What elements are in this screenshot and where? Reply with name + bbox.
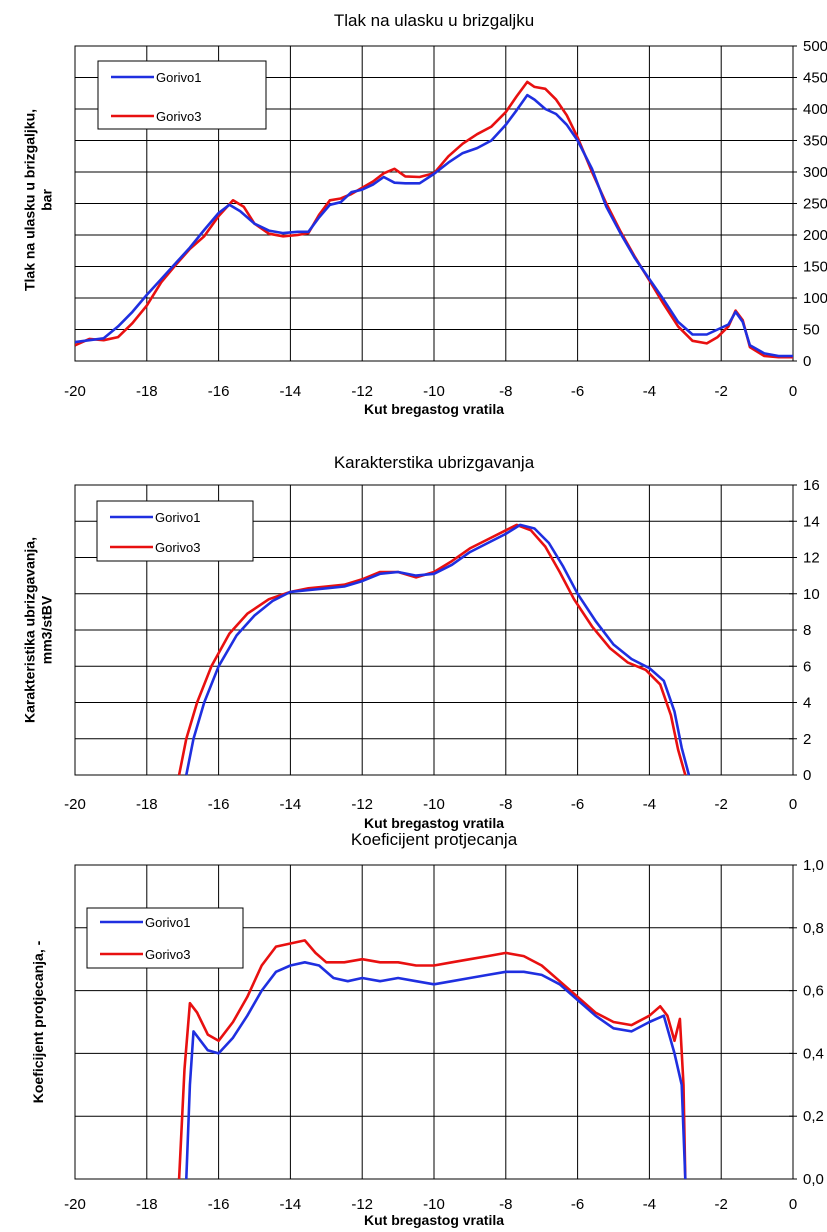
- x-tick-label: -14: [280, 796, 302, 813]
- plot-frame: [74, 864, 794, 1180]
- x-tick-label: 0: [789, 1196, 797, 1213]
- x-tick-label: -2: [715, 383, 728, 400]
- x-tick-label: -16: [208, 383, 230, 400]
- legend-label: Gorivo3: [145, 947, 191, 962]
- x-tick-label: -10: [423, 1196, 445, 1213]
- y-tick-label: 12: [803, 550, 820, 567]
- x-tick-label: -4: [643, 383, 656, 400]
- x-tick-label: -14: [280, 383, 302, 400]
- x-tick-label: -10: [423, 383, 445, 400]
- legend: Gorivo1 Gorivo3: [97, 60, 267, 130]
- y-tick-label: 0,8: [803, 920, 824, 937]
- x-tick-label: -12: [351, 796, 373, 813]
- series-line-gorivo1: [75, 93, 793, 358]
- legend: Gorivo1 Gorivo3: [86, 907, 244, 969]
- x-axis-label: Kut bregastog vratila: [364, 815, 504, 831]
- x-tick-label: -18: [136, 383, 158, 400]
- legend-box: [96, 500, 254, 562]
- y-axis-label-line: Tlak na ulasku u brizgaljku,: [22, 109, 38, 291]
- series-line-gorivo3: [75, 80, 793, 359]
- legend-box: [97, 60, 267, 130]
- y-tick-label: 0: [803, 767, 811, 784]
- x-tick-label: -12: [351, 1196, 373, 1213]
- x-tick-label: 0: [789, 796, 797, 813]
- y-axis-label-line: Karakteristika ubrizgavanja,: [22, 537, 38, 723]
- x-tick-label: -20: [64, 796, 86, 813]
- x-tick-label: -4: [643, 1196, 656, 1213]
- y-tick-label: 150: [803, 259, 827, 276]
- x-tick-label: -4: [643, 796, 656, 813]
- y-tick-label: 1,0: [803, 857, 824, 874]
- x-tick-label: -18: [136, 796, 158, 813]
- y-tick-label: 0,0: [803, 1171, 824, 1188]
- x-tick-label: -20: [64, 383, 86, 400]
- x-tick-label: -10: [423, 796, 445, 813]
- y-tick-label: 10: [803, 586, 820, 603]
- chart-1: Tlak na ulasku u brizgaljku-20 -18 -16 -14-…: [22, 11, 827, 417]
- x-tick-label: -12: [351, 383, 373, 400]
- legend-label: Gorivo1: [145, 915, 191, 930]
- x-tick-label: -16: [208, 796, 230, 813]
- y-tick-label: 350: [803, 133, 827, 150]
- legend-label: Gorivo3: [156, 109, 202, 124]
- x-tick-label: -8: [499, 383, 512, 400]
- x-tick-label: -2: [715, 796, 728, 813]
- y-tick-label: 50: [803, 322, 820, 339]
- series-line-gorivo3: [177, 523, 687, 776]
- y-axis-label-line: Koeficijent protjecanja, -: [30, 940, 46, 1103]
- y-tick-label: 8: [803, 622, 811, 639]
- y-axis-label-line: bar: [39, 189, 55, 211]
- x-tick-label: -18: [136, 1196, 158, 1213]
- chart-2: Karakterstika ubrizgavanja-20 -18 -16 -14 -1…: [22, 453, 820, 831]
- chart-3: Koeficijent protjecanja-20 -18 -16 -14 -12 -1…: [30, 830, 824, 1228]
- y-tick-label: 500: [803, 38, 827, 55]
- series-line-gorivo1: [185, 523, 691, 776]
- chart-title: Koeficijent protjecanja: [351, 830, 518, 849]
- x-tick-label: -6: [571, 1196, 584, 1213]
- y-tick-label: 0,6: [803, 983, 824, 1000]
- y-tick-label: 300: [803, 164, 827, 181]
- legend: Gorivo1 Gorivo3: [96, 500, 254, 562]
- y-tick-label: 0,4: [803, 1045, 824, 1062]
- x-tick-label: -8: [499, 1196, 512, 1213]
- y-axis-label: Koeficijent protjecanja, -: [30, 940, 46, 1103]
- y-axis-label: Karakteristika ubrizgavanja,mm3/stBV: [22, 537, 55, 723]
- y-tick-label: 2: [803, 731, 811, 748]
- y-tick-label: 0: [803, 353, 811, 370]
- legend-label: Gorivo1: [155, 510, 201, 525]
- y-tick-label: 250: [803, 196, 827, 213]
- x-axis-label: Kut bregastog vratila: [364, 401, 504, 417]
- y-tick-label: 6: [803, 658, 811, 675]
- x-tick-label: -14: [280, 1196, 302, 1213]
- y-axis-label: Tlak na ulasku u brizgaljku,bar: [22, 109, 55, 291]
- y-axis-label-line: mm3/stBV: [39, 595, 55, 664]
- x-tick-label: -2: [715, 1196, 728, 1213]
- chart-title: Tlak na ulasku u brizgaljku: [334, 11, 534, 30]
- x-axis-label: Kut bregastog vratila: [364, 1212, 504, 1228]
- y-tick-label: 14: [803, 513, 820, 530]
- legend-label: Gorivo3: [155, 540, 201, 555]
- series-line-gorivo1: [185, 961, 687, 1180]
- series-line-gorivo3: [177, 939, 687, 1180]
- x-tick-label: -6: [571, 796, 584, 813]
- y-tick-label: 4: [803, 695, 811, 712]
- y-tick-label: 200: [803, 227, 827, 244]
- chart-title: Karakterstika ubrizgavanja: [334, 453, 535, 472]
- y-tick-label: 450: [803, 70, 827, 87]
- y-tick-label: 0,2: [803, 1108, 824, 1125]
- x-tick-label: -16: [208, 1196, 230, 1213]
- legend-box: [86, 907, 244, 969]
- x-tick-label: 0: [789, 383, 797, 400]
- y-tick-label: 100: [803, 290, 827, 307]
- x-tick-label: -6: [571, 383, 584, 400]
- y-tick-label: 400: [803, 101, 827, 118]
- y-tick-label: 16: [803, 477, 820, 494]
- x-tick-label: -8: [499, 796, 512, 813]
- legend-label: Gorivo1: [156, 70, 202, 85]
- x-tick-label: -20: [64, 1196, 86, 1213]
